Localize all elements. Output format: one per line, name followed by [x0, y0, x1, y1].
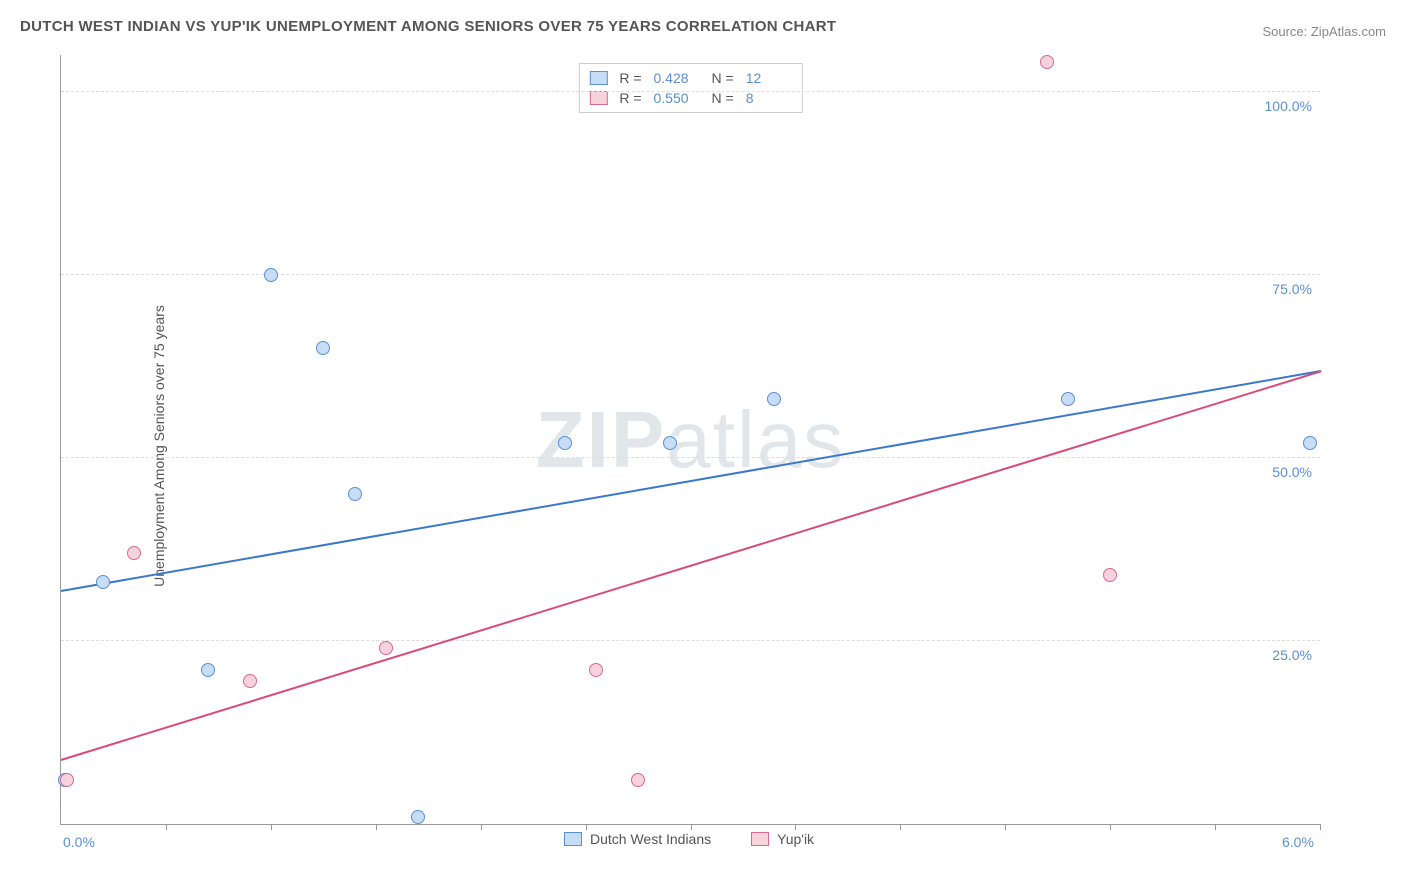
x-tick [1110, 824, 1111, 830]
data-point [1061, 392, 1075, 406]
gridline [61, 91, 1320, 92]
regression-line [61, 370, 1322, 761]
x-tick [586, 824, 587, 830]
series-legend: Dutch West Indians Yup'ik [564, 831, 814, 847]
x-tick [1320, 824, 1321, 830]
chart-title: DUTCH WEST INDIAN VS YUP'IK UNEMPLOYMENT… [20, 18, 836, 35]
data-point [60, 773, 74, 787]
data-point [631, 773, 645, 787]
series-legend-label: Yup'ik [777, 831, 814, 847]
x-tick-label: 6.0% [1282, 834, 1314, 850]
legend-n-label: N = [712, 70, 734, 86]
x-tick [481, 824, 482, 830]
legend-swatch [751, 832, 769, 846]
data-point [243, 674, 257, 688]
legend-n-label: N = [712, 90, 734, 106]
data-point [411, 810, 425, 824]
legend-r-label: R = [619, 70, 641, 86]
data-point [767, 392, 781, 406]
data-point [201, 663, 215, 677]
data-point [264, 268, 278, 282]
x-tick [166, 824, 167, 830]
data-point [589, 663, 603, 677]
legend-r-label: R = [619, 90, 641, 106]
gridline [61, 640, 1320, 641]
data-point [1040, 55, 1054, 69]
data-point [1103, 568, 1117, 582]
y-tick-label: 75.0% [1272, 281, 1312, 297]
legend-n-value: 12 [746, 70, 788, 86]
data-point [379, 641, 393, 655]
legend-swatch [589, 71, 607, 85]
x-tick [795, 824, 796, 830]
x-tick [1215, 824, 1216, 830]
legend-r-value: 0.428 [654, 70, 696, 86]
chart-plot-area: ZIPatlas R = 0.428 N = 12 R = 0.550 N = 8 25.0%… [60, 55, 1320, 825]
data-point [96, 575, 110, 589]
data-point [558, 436, 572, 450]
y-tick-label: 50.0% [1272, 464, 1312, 480]
data-point [1303, 436, 1317, 450]
x-tick [900, 824, 901, 830]
legend-n-value: 8 [746, 90, 788, 106]
data-point [348, 487, 362, 501]
x-tick [376, 824, 377, 830]
correlation-legend: R = 0.428 N = 12 R = 0.550 N = 8 [578, 63, 802, 113]
watermark-bold: ZIP [536, 395, 666, 484]
data-point [663, 436, 677, 450]
x-tick [691, 824, 692, 830]
regression-line [61, 370, 1321, 592]
x-tick [1005, 824, 1006, 830]
legend-swatch [564, 832, 582, 846]
y-tick-label: 100.0% [1265, 98, 1312, 114]
data-point [127, 546, 141, 560]
series-legend-item: Dutch West Indians [564, 831, 711, 847]
x-tick [271, 824, 272, 830]
data-point [316, 341, 330, 355]
watermark: ZIPatlas [536, 394, 845, 486]
gridline [61, 457, 1320, 458]
x-tick-label: 0.0% [63, 834, 95, 850]
gridline [61, 274, 1320, 275]
series-legend-item: Yup'ik [751, 831, 814, 847]
legend-swatch [589, 91, 607, 105]
series-legend-label: Dutch West Indians [590, 831, 711, 847]
y-tick-label: 25.0% [1272, 647, 1312, 663]
source-label: Source: ZipAtlas.com [1262, 24, 1386, 39]
correlation-legend-row: R = 0.428 N = 12 [589, 68, 791, 88]
legend-r-value: 0.550 [654, 90, 696, 106]
